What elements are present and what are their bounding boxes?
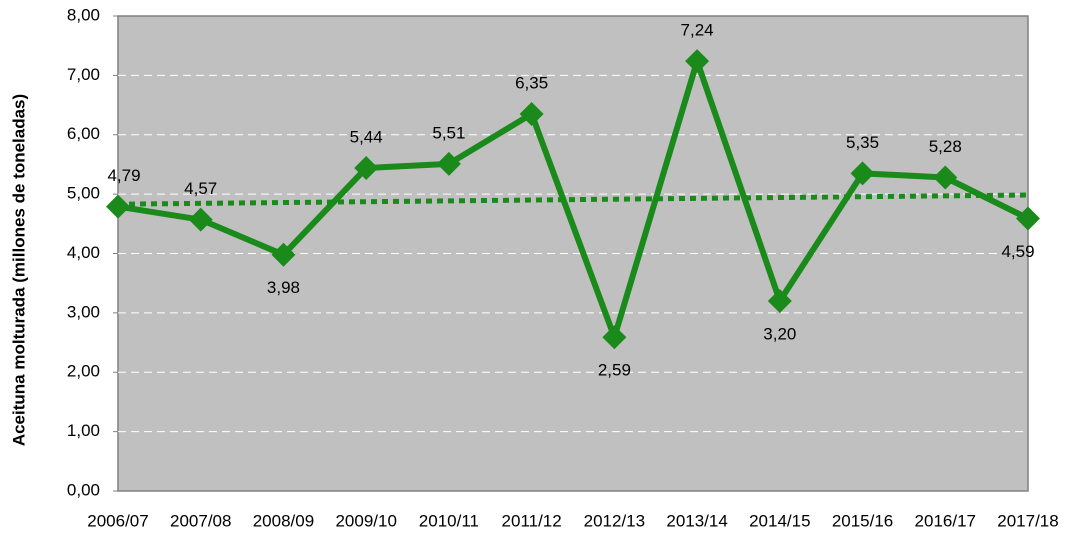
data-label: 4,59 (1001, 242, 1034, 261)
marker (354, 156, 379, 180)
x-tick-label: 2012/13 (584, 511, 645, 530)
data-label: 4,57 (184, 179, 217, 198)
marker (519, 101, 544, 126)
x-tick-label: 2017/18 (997, 511, 1058, 530)
y-axis-title: Aceituna molturada (millones de tonelada… (9, 94, 28, 446)
marker (685, 49, 710, 74)
data-label: 3,98 (267, 278, 300, 297)
marker (933, 165, 958, 190)
x-tick-label: 2008/09 (253, 511, 314, 530)
marker (436, 151, 461, 176)
x-tick-label: 2011/12 (502, 511, 562, 530)
x-tick-label: 2010/11 (419, 511, 479, 530)
x-tick-label: 2016/17 (915, 511, 976, 530)
y-tick-label: 7,00 (67, 65, 100, 84)
data-label: 5,44 (350, 127, 383, 146)
marker (767, 289, 792, 313)
x-tick-label: 2013/14 (666, 511, 727, 530)
data-label: 7,24 (681, 21, 714, 40)
trend-line (117, 192, 1029, 207)
data-label: 5,35 (846, 133, 879, 152)
y-tick-label: 6,00 (67, 124, 100, 143)
data-label: 6,35 (515, 73, 548, 92)
y-tick-label: 0,00 (67, 480, 100, 499)
x-tick-label: 2006/07 (87, 511, 148, 530)
x-tick-label: 2007/08 (170, 511, 231, 530)
y-tick-label: 1,00 (67, 421, 100, 440)
data-label: 5,28 (929, 137, 962, 156)
x-tick-label: 2015/16 (832, 511, 893, 530)
x-tick-label: 2014/15 (749, 511, 810, 530)
marker (1016, 206, 1040, 231)
y-tick-label: 8,00 (67, 5, 100, 24)
marker (188, 207, 213, 232)
data-label: 5,51 (432, 123, 465, 142)
y-tick-label: 3,00 (67, 302, 100, 321)
marker (271, 242, 296, 267)
series-line (117, 58, 1030, 341)
marker (850, 161, 875, 186)
data-label: 4,79 (107, 166, 140, 185)
marker (602, 325, 627, 350)
y-tick-label: 2,00 (67, 362, 100, 381)
y-tick-label: 4,00 (67, 243, 100, 262)
y-tick-label: 5,00 (67, 184, 100, 203)
marker (106, 194, 130, 219)
x-tick-label: 2009/10 (335, 511, 396, 530)
data-label: 2,59 (598, 361, 631, 380)
data-label: 3,20 (763, 324, 796, 343)
